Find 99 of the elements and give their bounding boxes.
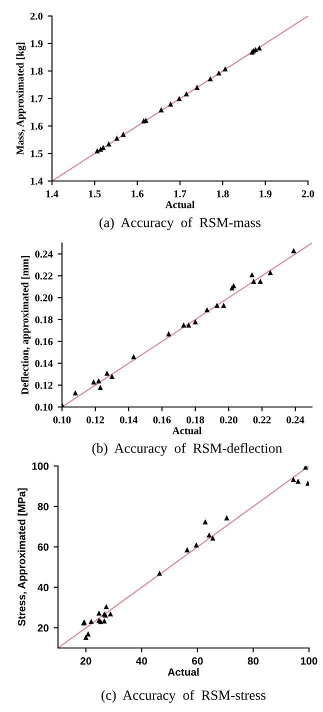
y-tick-label: 60 [38, 543, 49, 551]
point [222, 66, 228, 72]
point [251, 278, 256, 284]
text: (b) Accuracy of RSM-deflection [92, 443, 282, 456]
y-tick-label: 1.4 [30, 178, 43, 185]
point [108, 611, 114, 616]
x-tick-label: 1.4 [46, 190, 58, 198]
x-tick-label: 0.12 [86, 416, 104, 424]
x-tick-label: 100 [300, 657, 318, 665]
point [72, 390, 78, 396]
point [305, 480, 309, 486]
point [194, 84, 200, 90]
point [88, 618, 94, 624]
x-axis-title: Actual [172, 426, 202, 434]
point [202, 519, 208, 524]
point [221, 302, 226, 308]
point [91, 379, 96, 384]
x-tick-label: 1.6 [132, 190, 144, 198]
y-tick-label: 0.22 [35, 272, 53, 280]
point [120, 132, 126, 137]
point [96, 378, 102, 384]
y-tick-label: 1.7 [30, 95, 43, 102]
x-tick-label: 0.24 [286, 416, 304, 424]
x-tick-label: 0.22 [253, 416, 271, 424]
point [176, 96, 182, 102]
y-axis-title: Deflection, approximated [mm] [21, 256, 31, 395]
y-tick-label: 0.16 [35, 338, 53, 346]
point [168, 101, 174, 107]
x-axis-title: Actual [165, 200, 195, 208]
point [106, 141, 112, 146]
y-tick-label: 100 [32, 462, 49, 470]
point [184, 547, 190, 552]
point [206, 532, 212, 538]
x-tick-label: 1.8 [216, 190, 229, 198]
point [131, 354, 136, 360]
point [208, 76, 213, 82]
y-tick-label: 1.6 [30, 122, 43, 130]
y-tick-label: 40 [38, 584, 49, 592]
point [114, 136, 120, 141]
x-tick-label: 40 [136, 657, 148, 665]
text: (c) Accuracy of RSM-stress [102, 690, 266, 703]
x-axis-title: Actual [168, 668, 199, 676]
point [96, 610, 102, 616]
y-axis-title: Mass, Approximated [kg] [16, 42, 26, 155]
point [194, 542, 199, 548]
x-tick-label: 0.20 [220, 416, 238, 424]
point [156, 570, 162, 576]
point [224, 515, 230, 520]
point [291, 248, 296, 254]
point [104, 370, 110, 376]
point [256, 45, 262, 50]
point [258, 278, 263, 284]
x-tick-label: 1.7 [174, 190, 186, 198]
y-tick-label: 1.8 [30, 68, 43, 75]
point [102, 618, 107, 624]
point [204, 307, 210, 312]
y-tick-label: 1.9 [30, 40, 43, 48]
point [83, 634, 88, 640]
x-tick-label: 80 [248, 657, 259, 665]
x-tick-label: 0.18 [186, 416, 204, 424]
x-tick-label: 1.9 [260, 190, 272, 198]
y-tick-label: 0.20 [35, 294, 53, 302]
x-tick-label: 1.5 [88, 190, 101, 198]
point [214, 302, 220, 308]
point [158, 107, 164, 112]
y-tick-label: 80 [38, 502, 49, 510]
point [216, 70, 222, 76]
point [249, 272, 255, 278]
point [192, 319, 198, 324]
y-axis-title: Stress, Approximated [MPa] [18, 488, 28, 626]
x-tick-label: 0.14 [120, 416, 138, 424]
y-tick-label: 0.14 [35, 360, 53, 368]
point [181, 322, 186, 328]
y-tick-label: 2.0 [30, 12, 43, 20]
point [186, 322, 192, 328]
y-tick-label: 0.24 [35, 250, 53, 258]
point [104, 604, 109, 610]
point [98, 384, 103, 390]
x-tick-label: 60 [192, 657, 203, 665]
x-tick-label: 0.16 [153, 416, 171, 424]
y-tick-label: 0.10 [35, 404, 53, 411]
point [166, 331, 172, 336]
point [290, 476, 296, 482]
point [303, 466, 308, 470]
x-tick-label: 2.0 [302, 190, 314, 198]
point [210, 535, 216, 541]
x-tick-label: 20 [80, 657, 92, 665]
point [109, 374, 115, 379]
point [86, 631, 91, 636]
point [184, 91, 189, 96]
x-tick-label: 0.10 [53, 416, 71, 424]
y-tick-label: 20 [38, 624, 49, 632]
y-tick-label: 0.12 [35, 382, 53, 389]
point [296, 478, 301, 484]
text: (a) Accuracy of RSM-mass [100, 217, 260, 230]
y-tick-label: 1.5 [30, 150, 43, 158]
point [94, 148, 100, 154]
y-tick-label: 0.18 [35, 316, 53, 324]
point [268, 270, 273, 276]
